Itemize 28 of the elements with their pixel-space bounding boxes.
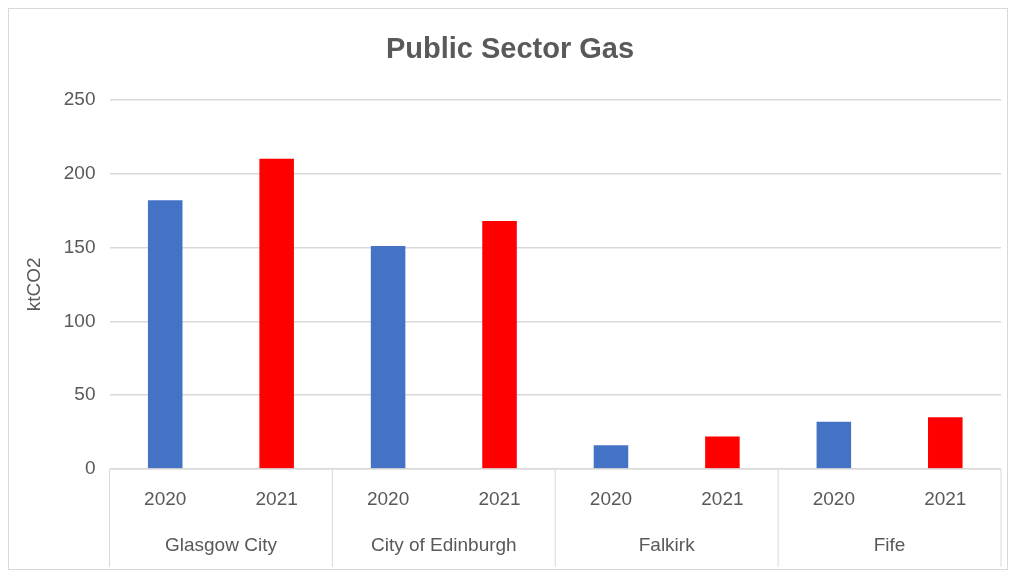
series-label: 2021 [255, 488, 298, 510]
bar [370, 246, 406, 469]
bar [928, 417, 963, 469]
x-tick-label: City of Edinburgh [370, 534, 517, 556]
y-axis-title: ktCO2 [22, 257, 44, 312]
text: 2021 [478, 488, 521, 510]
bar [259, 158, 294, 469]
y-tick-label: 0 [84, 457, 96, 479]
y-tick-label: 200 [63, 161, 96, 183]
series-label: 2020 [366, 488, 410, 510]
text: 2021 [701, 488, 744, 510]
x-tick-label: Glasgow City [164, 534, 278, 556]
y-tick-label: 250 [63, 88, 96, 110]
y-tick-label: 150 [63, 235, 96, 257]
text: 2020 [812, 488, 855, 510]
text: 2020 [144, 488, 187, 510]
y-tick-label: 100 [63, 309, 96, 331]
text: 2020 [589, 488, 633, 510]
bar [482, 220, 517, 469]
x-tick-label: Falkirk [638, 534, 696, 556]
bar [816, 421, 852, 469]
x-tick-label: Fife [873, 534, 906, 556]
bar [147, 200, 183, 469]
chart-title: Public Sector Gas [385, 32, 635, 65]
bar [593, 445, 629, 469]
text: 2021 [924, 488, 967, 510]
y-tick-label: 50 [74, 383, 96, 405]
bar [705, 436, 740, 469]
